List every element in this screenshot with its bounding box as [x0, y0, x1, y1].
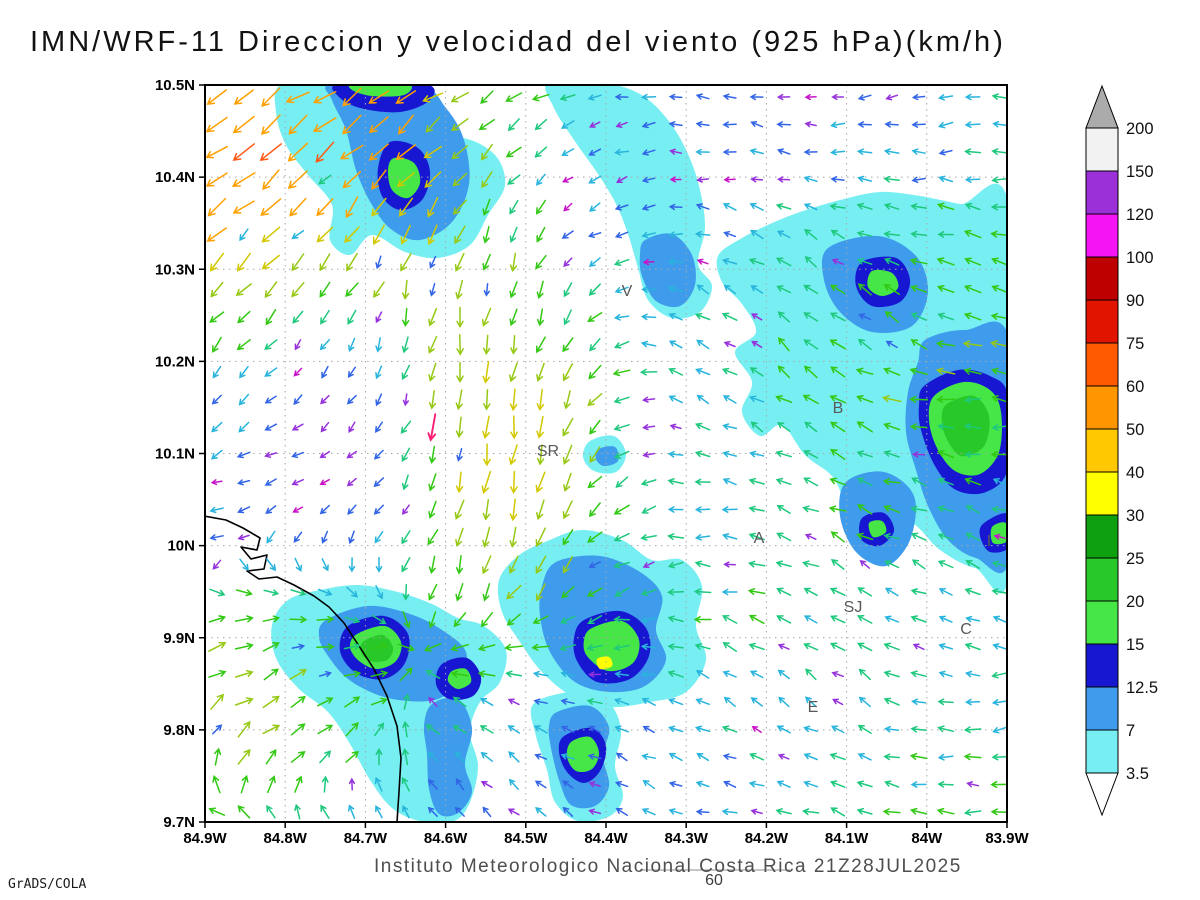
svg-text:84.6W: 84.6W: [424, 830, 468, 847]
svg-text:84.9W: 84.9W: [183, 830, 227, 847]
svg-text:84.8W: 84.8W: [264, 830, 308, 847]
svg-text:50: 50: [1126, 421, 1144, 439]
svg-text:9.7N: 9.7N: [163, 814, 195, 831]
svg-text:A: A: [754, 530, 765, 547]
svg-text:30: 30: [1126, 507, 1144, 525]
svg-text:84.3W: 84.3W: [665, 830, 709, 847]
svg-text:40: 40: [1126, 464, 1144, 482]
svg-text:9.9N: 9.9N: [163, 630, 195, 647]
svg-text:10.4N: 10.4N: [155, 169, 195, 186]
svg-text:84.1W: 84.1W: [825, 830, 869, 847]
caption-contour: 60: [640, 869, 790, 889]
svg-text:12.5: 12.5: [1126, 679, 1158, 697]
svg-text:60: 60: [1126, 378, 1144, 396]
coastline: [205, 515, 402, 822]
svg-text:9.8N: 9.8N: [163, 722, 195, 739]
svg-text:7: 7: [1126, 722, 1135, 740]
svg-text:E: E: [808, 699, 819, 716]
svg-text:SJ: SJ: [844, 599, 863, 616]
grads-credit: GrADS/COLA: [8, 877, 87, 892]
svg-text:200: 200: [1126, 120, 1154, 138]
svg-text:SR: SR: [537, 443, 559, 460]
svg-text:10.2N: 10.2N: [155, 353, 195, 370]
svg-text:150: 150: [1126, 163, 1154, 181]
wind-arrows-layer: [205, 87, 1007, 820]
svg-text:83.9W: 83.9W: [985, 830, 1029, 847]
axes: 84.9W 84.8W 84.7W 84.6W 84.5W 84.4W 84.3W 84.2W…: [155, 77, 1030, 847]
svg-text:60: 60: [705, 872, 723, 889]
svg-text:20: 20: [1126, 593, 1144, 611]
svg-text:75: 75: [1126, 335, 1144, 353]
svg-text:3.5: 3.5: [1126, 765, 1149, 783]
svg-text:120: 120: [1126, 206, 1154, 224]
svg-text:10.1N: 10.1N: [155, 446, 195, 463]
chart-title: IMN/WRF-11 Direccion y velocidad del vie…: [30, 26, 1006, 58]
svg-text:10N: 10N: [167, 538, 195, 555]
svg-text:84W: 84W: [911, 830, 943, 847]
svg-text:10.5N: 10.5N: [155, 77, 195, 94]
station-labels: V B SR A SJ C E I: [537, 283, 991, 716]
colorbar: 200 150 120 100 90 75 60 50 40 30 25 20 15 12.5 7 3.5: [1085, 84, 1158, 817]
caption-institute: Instituto Meteorologico Nacional Costa R…: [374, 856, 962, 877]
svg-text:25: 25: [1126, 550, 1144, 568]
svg-text:V: V: [622, 283, 633, 300]
svg-text:84.4W: 84.4W: [584, 830, 628, 847]
svg-text:100: 100: [1126, 249, 1154, 267]
svg-text:15: 15: [1126, 636, 1144, 654]
svg-text:10.3N: 10.3N: [155, 261, 195, 278]
svg-text:90: 90: [1126, 292, 1144, 310]
svg-text:C: C: [960, 621, 972, 638]
svg-text:84.7W: 84.7W: [344, 830, 388, 847]
svg-text:B: B: [833, 400, 844, 417]
svg-text:84.2W: 84.2W: [745, 830, 789, 847]
svg-text:84.5W: 84.5W: [504, 830, 548, 847]
svg-text:I: I: [987, 533, 991, 550]
